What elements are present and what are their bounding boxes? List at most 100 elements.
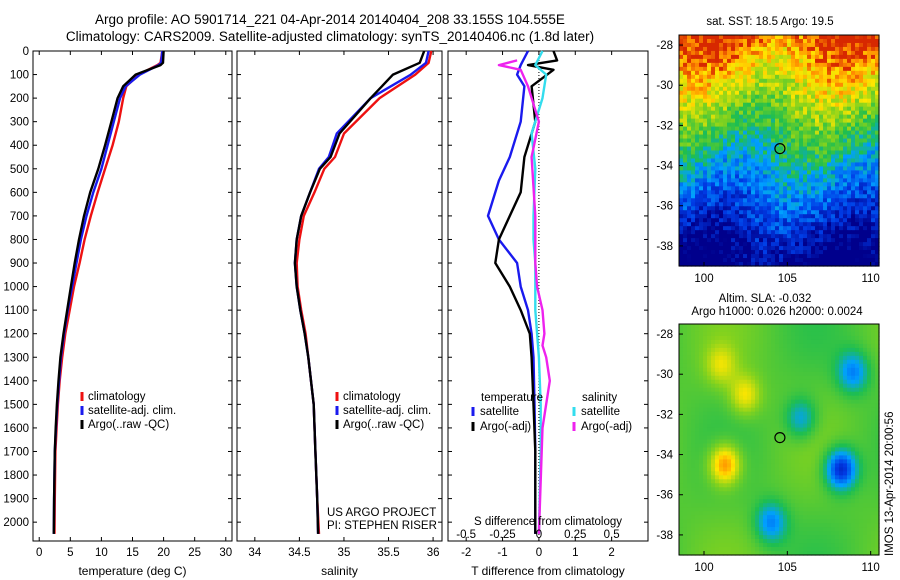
map-cell (695, 58, 700, 64)
map-cell (711, 415, 716, 421)
map-cell (799, 158, 804, 164)
map-cell (679, 403, 684, 409)
map-cell (795, 146, 800, 152)
map-cell (699, 258, 704, 263)
map-cell (775, 343, 780, 349)
map-cell (707, 347, 712, 353)
map-cell (819, 166, 824, 172)
map-cell (727, 375, 732, 381)
map-cell (835, 66, 840, 72)
map-cell (691, 150, 696, 156)
map-cell (863, 170, 868, 175)
map-cell (763, 443, 768, 449)
map-cell (815, 363, 820, 369)
map-cell (771, 46, 776, 52)
map-cell (859, 126, 864, 132)
map-cell (707, 158, 712, 164)
map-cell (767, 419, 772, 425)
map-cell (743, 110, 748, 116)
map-cell (779, 66, 784, 72)
map-cell (707, 439, 712, 445)
map-cell (787, 202, 792, 207)
map-cell (815, 198, 820, 203)
map-y-tick-label: -34 (656, 161, 673, 173)
map-cell (803, 423, 808, 429)
map-cell (687, 242, 692, 247)
map-cell (735, 324, 740, 329)
map-cell (719, 106, 724, 112)
map-cell (747, 371, 752, 377)
map-cell (831, 118, 836, 124)
map-cell (815, 158, 820, 164)
map-cell (691, 435, 696, 441)
map-cell (687, 258, 692, 263)
map-cell (807, 98, 812, 104)
map-cell (783, 411, 788, 417)
map-cell (819, 415, 824, 421)
map-cell (711, 74, 716, 80)
map-cell (751, 238, 756, 243)
map-cell (787, 250, 792, 255)
map-cell (739, 363, 744, 369)
map-cell (695, 439, 700, 445)
map-cell (735, 351, 740, 357)
map-cell (755, 415, 760, 421)
map-cell (735, 327, 740, 333)
map-cell (811, 170, 816, 175)
map-cell (751, 226, 756, 231)
map-cell (787, 206, 792, 211)
map-cell (791, 126, 796, 132)
map-cell (723, 190, 728, 195)
map-cell (695, 379, 700, 385)
map-cell (811, 375, 816, 381)
map-cell (839, 58, 844, 64)
map-cell (811, 407, 816, 413)
map-cell (799, 451, 804, 457)
map-cell (735, 451, 740, 457)
map-cell (715, 367, 720, 373)
map-cell (871, 395, 876, 401)
map-cell (719, 407, 724, 413)
map-cell (875, 451, 880, 457)
map-cell (783, 74, 788, 80)
map-cell (707, 359, 712, 365)
map-cell (815, 70, 820, 76)
map-cell (727, 343, 732, 349)
map-cell (719, 379, 724, 385)
map-cell (871, 182, 876, 187)
map-cell (779, 258, 784, 263)
map-cell (759, 142, 764, 148)
map-cell (719, 190, 724, 195)
map-cell (699, 54, 704, 60)
map-cell (863, 35, 868, 40)
map-cell (823, 186, 828, 191)
map-cell (699, 351, 704, 357)
map-cell (863, 174, 868, 179)
map-cell (743, 395, 748, 401)
map-cell (687, 238, 692, 243)
map-cell (723, 435, 728, 441)
map-cell (827, 206, 832, 211)
map-cell (795, 110, 800, 116)
map-cell (863, 102, 868, 108)
map-cell (763, 383, 768, 389)
map-cell (871, 327, 876, 333)
map-cell (827, 114, 832, 120)
map-cell (695, 367, 700, 373)
map-cell (827, 331, 832, 337)
map-cell (711, 210, 716, 215)
map-cell (695, 106, 700, 112)
map-cell (779, 142, 784, 148)
map-cell (691, 162, 696, 168)
map-cell (815, 214, 820, 219)
map-cell (755, 58, 760, 64)
map-cell (747, 451, 752, 457)
map-cell (719, 126, 724, 132)
map-cell (847, 459, 852, 464)
map-cell (699, 254, 704, 259)
map-cell (855, 387, 860, 393)
map-cell (751, 114, 756, 120)
map-cell (771, 254, 776, 259)
map-cell (855, 379, 860, 385)
map-cell (843, 411, 848, 417)
